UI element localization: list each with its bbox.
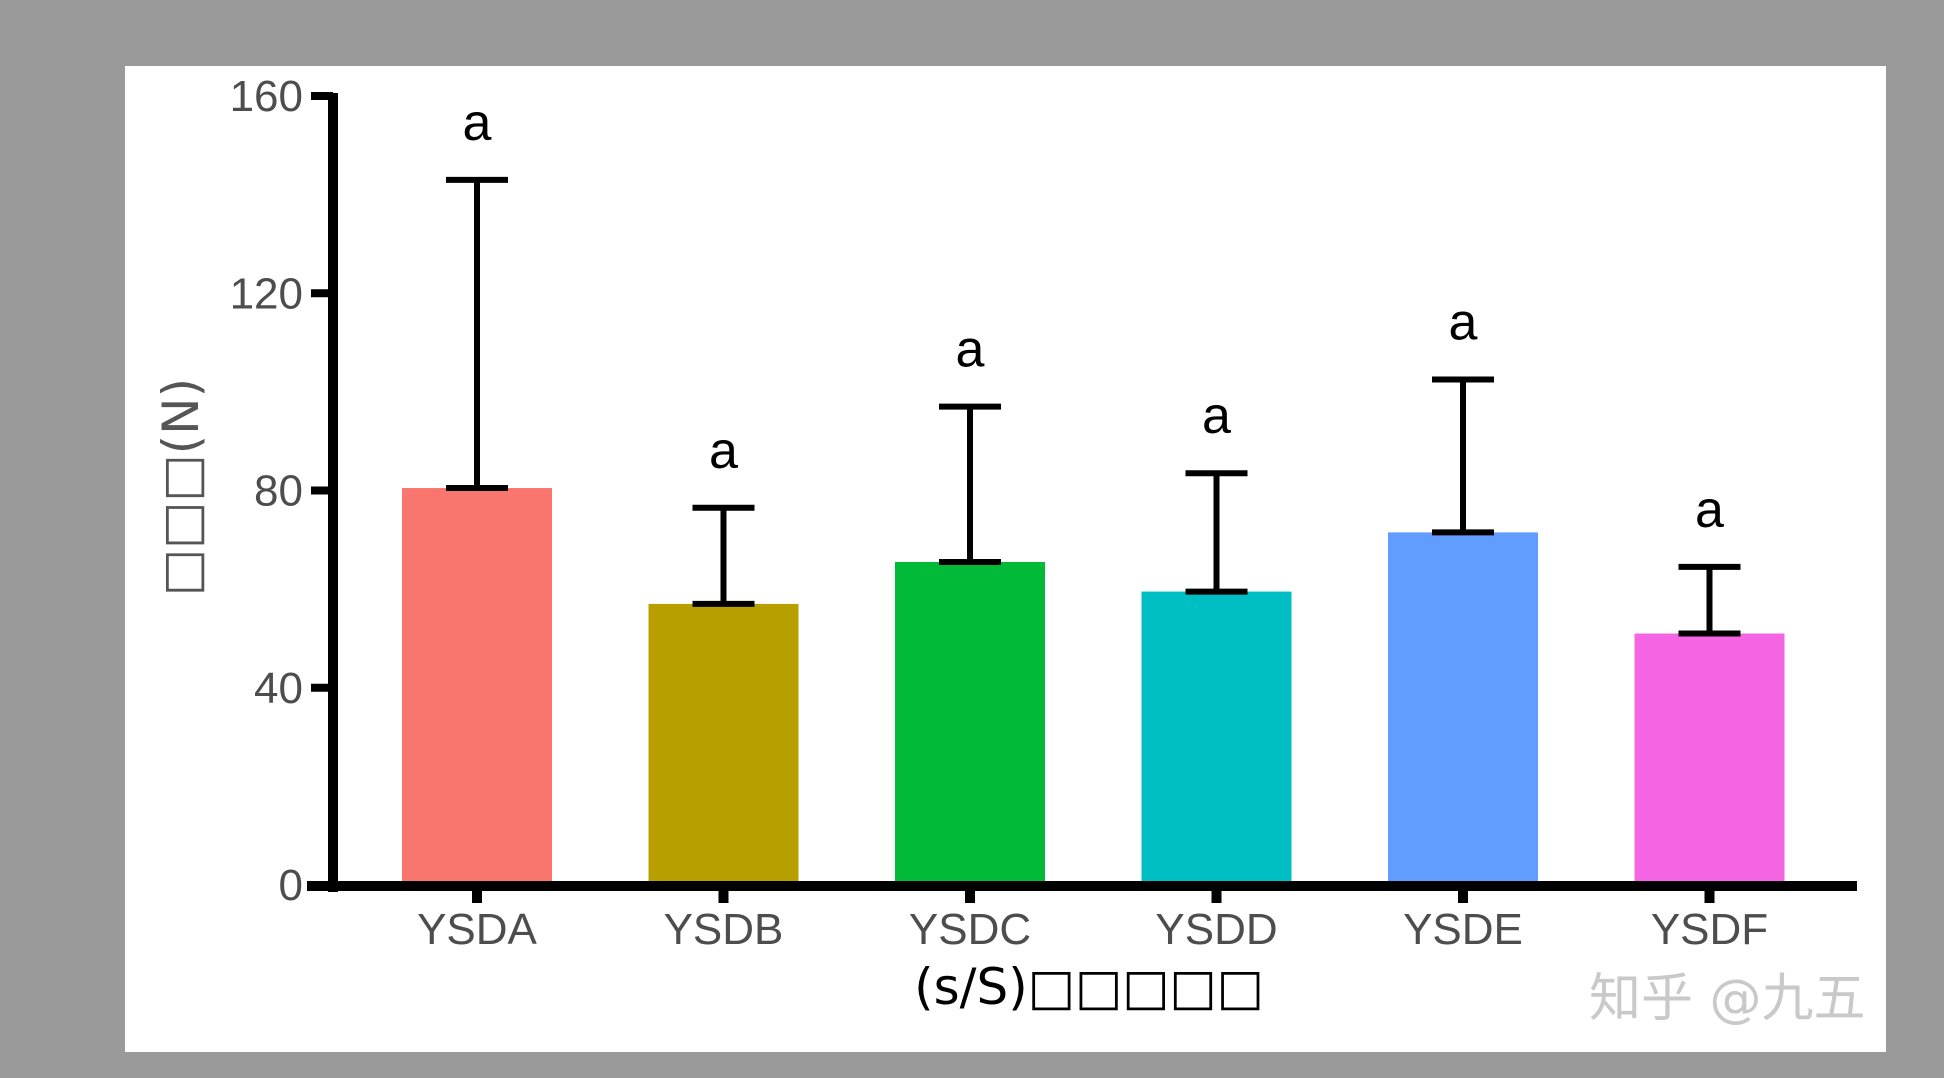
y-axis-title: □□□(N) xyxy=(152,378,210,596)
significance-label-ysdd: a xyxy=(1202,387,1231,445)
significance-labels-group: a a a a a a xyxy=(463,94,1725,539)
x-axis-title: (s/S)□□□□□ xyxy=(914,958,1264,1016)
y-tick-label-120: 120 xyxy=(230,269,303,318)
bars-group xyxy=(402,488,1785,885)
bar-ysdb xyxy=(648,603,799,885)
x-tick-label-ysdc: YSDC xyxy=(909,905,1031,954)
x-tick-label-ysdf: YSDF xyxy=(1651,905,1768,954)
error-bars-group xyxy=(446,176,1741,637)
bar-ysdd xyxy=(1141,591,1292,885)
significance-label-ysdc: a xyxy=(956,321,985,379)
y-tick-label-40: 40 xyxy=(254,664,303,713)
significance-label-ysdb: a xyxy=(709,422,738,480)
y-tick-label-80: 80 xyxy=(254,467,303,516)
bar-ysda xyxy=(402,488,552,885)
x-tick-label-ysda: YSDA xyxy=(417,905,537,954)
x-tick-label-ysde: YSDE xyxy=(1403,905,1523,954)
x-ticks-group: YSDA YSDB YSDC YSDD YSDE YSDF xyxy=(417,886,1768,954)
y-ticks-group: 0 40 80 120 160 xyxy=(230,72,333,910)
watermark: 知乎 @九五 xyxy=(1589,969,1866,1029)
x-tick-label-ysdb: YSDB xyxy=(664,905,784,954)
significance-label-ysde: a xyxy=(1449,294,1478,352)
y-tick-label-160: 160 xyxy=(230,72,303,121)
significance-label-ysda: a xyxy=(463,94,492,152)
significance-label-ysdf: a xyxy=(1695,481,1724,539)
y-tick-label-0: 0 xyxy=(279,861,303,910)
x-tick-label-ysdd: YSDD xyxy=(1155,905,1277,954)
bar-ysdf xyxy=(1634,633,1785,885)
bar-ysde xyxy=(1388,532,1538,885)
bar-ysdc xyxy=(895,562,1045,885)
